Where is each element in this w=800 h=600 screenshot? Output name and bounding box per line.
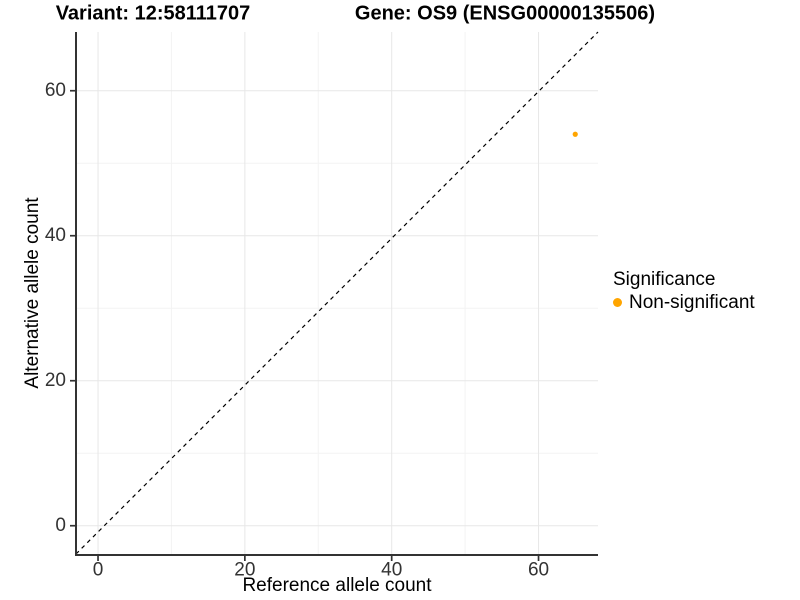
x-tick-label: 60 [528,560,549,581]
data-point [572,131,578,137]
legend: Significance Non-significant [613,269,755,313]
plot-title-gene: Gene: OS9 (ENSG00000135506) [354,2,656,25]
legend-item-non-significant: Non-significant [613,292,755,313]
y-axis-title: Alternative allele count [22,197,43,389]
y-tick-label: 40 [45,225,66,246]
x-tick-label: 0 [93,560,104,581]
x-tick-label: 40 [381,560,402,581]
plot-title-variant: Variant: 12:58111707 [55,2,251,25]
x-axis-title: Reference allele count [242,575,432,596]
y-tick-label: 60 [45,80,66,101]
legend-item-label: Non-significant [629,292,755,313]
legend-point-icon [613,298,622,307]
x-tick-label: 20 [234,560,255,581]
y-tick-label: 0 [55,515,66,536]
identity-reference-line [75,31,599,555]
y-tick-label: 20 [45,370,66,391]
legend-title: Significance [613,269,716,290]
